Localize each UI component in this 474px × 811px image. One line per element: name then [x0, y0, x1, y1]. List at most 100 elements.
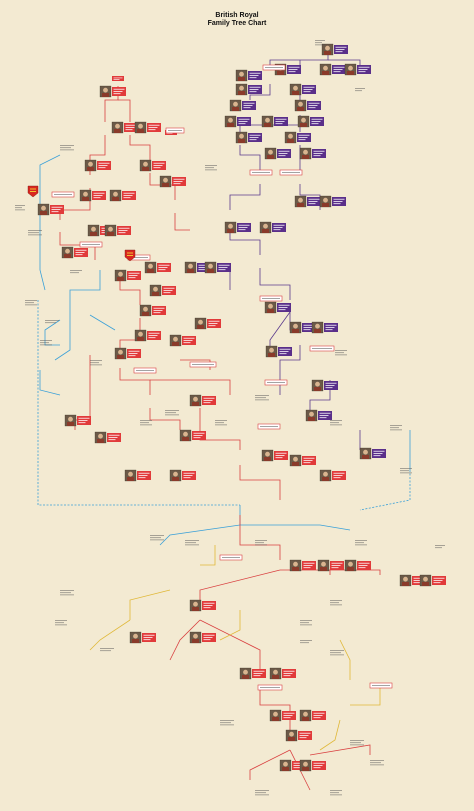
english-monarch-node[interactable] — [159, 175, 186, 188]
name-box[interactable] — [112, 76, 124, 81]
english-monarch-node[interactable] — [189, 599, 216, 612]
english-monarch-node[interactable] — [179, 429, 206, 442]
scottish-monarch-node[interactable] — [264, 301, 291, 314]
name-text-mark — [138, 475, 148, 476]
chart-title-line2: Family Tree Chart — [207, 20, 267, 27]
english-monarch-node[interactable] — [279, 759, 306, 772]
scottish-monarch-node[interactable] — [204, 261, 231, 274]
name-text-mark — [303, 562, 315, 564]
english-monarch-node[interactable] — [104, 224, 131, 237]
english-monarch-node[interactable] — [134, 121, 161, 134]
english-monarch-node[interactable] — [419, 574, 446, 587]
english-monarch-node[interactable] — [189, 394, 216, 407]
scottish-monarch-node[interactable] — [311, 321, 338, 334]
english-monarch-node[interactable] — [84, 159, 111, 172]
scottish-monarch-node[interactable] — [359, 447, 386, 460]
robe-icon — [300, 123, 307, 127]
english-monarch-node[interactable] — [399, 574, 426, 587]
english-monarch-node[interactable] — [319, 469, 346, 482]
face-icon — [423, 576, 428, 582]
scottish-monarch-node[interactable] — [224, 115, 251, 128]
english-monarch-node[interactable] — [139, 159, 166, 172]
english-monarch-node[interactable] — [37, 203, 64, 216]
english-monarch-node[interactable] — [144, 261, 171, 274]
scottish-monarch-node[interactable] — [294, 99, 321, 112]
lineage-line — [119, 318, 141, 355]
name-text-mark — [313, 153, 323, 154]
scottish-monarch-node[interactable] — [235, 69, 262, 82]
scottish-monarch-node[interactable] — [319, 63, 346, 76]
english-monarch-node[interactable] — [64, 414, 91, 427]
scottish-monarch-node[interactable] — [289, 321, 316, 334]
scottish-monarch-node[interactable] — [305, 409, 332, 422]
english-monarch-node[interactable] — [139, 304, 166, 317]
english-monarch-node[interactable] — [169, 469, 196, 482]
name-text-mark — [153, 167, 161, 169]
scottish-monarch-node[interactable] — [261, 115, 288, 128]
english-monarch-node[interactable] — [344, 559, 371, 572]
scottish-monarch-node[interactable] — [299, 147, 326, 160]
name-text-mark — [193, 437, 201, 439]
face-icon — [115, 123, 120, 129]
annotation-text-mark — [220, 722, 231, 724]
english-monarch-node[interactable] — [111, 121, 138, 134]
scottish-monarch-node[interactable] — [224, 221, 251, 234]
annotation-text-mark — [40, 340, 52, 341]
english-monarch-node[interactable] — [299, 759, 326, 772]
english-monarch-node[interactable] — [189, 631, 216, 644]
house-text-mark — [130, 257, 148, 258]
english-monarch-node[interactable] — [239, 667, 266, 680]
scottish-monarch-node[interactable] — [321, 43, 348, 56]
english-monarch-node[interactable] — [134, 329, 161, 342]
name-text-mark — [303, 89, 313, 90]
english-monarch-node[interactable] — [261, 449, 288, 462]
name-text-mark — [311, 121, 321, 122]
scottish-monarch-node[interactable] — [265, 345, 292, 358]
robe-icon — [152, 292, 159, 296]
scottish-monarch-node[interactable] — [319, 195, 346, 208]
english-monarch-node[interactable] — [114, 269, 141, 282]
english-monarch-node[interactable] — [317, 559, 344, 572]
scottish-monarch-node[interactable] — [264, 147, 291, 160]
english-monarch-node[interactable] — [109, 189, 136, 202]
scottish-monarch-node[interactable] — [235, 131, 262, 144]
english-monarch-node[interactable] — [61, 246, 88, 259]
scottish-monarch-node[interactable] — [284, 131, 311, 144]
english-monarch-node[interactable] — [269, 709, 296, 722]
english-monarch-node[interactable] — [169, 334, 196, 347]
name-text-mark — [299, 737, 307, 739]
english-monarch-node[interactable] — [289, 559, 316, 572]
english-monarch-node[interactable] — [94, 431, 121, 444]
english-monarch-node[interactable] — [129, 631, 156, 644]
scottish-monarch-node[interactable] — [297, 115, 324, 128]
english-monarch-node[interactable] — [289, 454, 316, 467]
english-monarch-node[interactable] — [114, 347, 141, 360]
scottish-monarch-node[interactable] — [289, 83, 316, 96]
english-monarch-node[interactable] — [269, 667, 296, 680]
face-icon — [128, 471, 133, 477]
english-monarch-node[interactable] — [149, 284, 176, 297]
scottish-monarch-node[interactable] — [344, 63, 371, 76]
english-monarch-node[interactable] — [124, 469, 151, 482]
english-monarch-node[interactable] — [99, 85, 126, 98]
scottish-monarch-node[interactable] — [235, 83, 262, 96]
name-text-mark — [243, 102, 255, 104]
annotation-text-mark — [100, 648, 114, 649]
english-monarch-node[interactable] — [299, 709, 326, 722]
english-monarch-node[interactable] — [194, 317, 221, 330]
name-text-mark — [333, 69, 343, 70]
robe-icon — [302, 717, 309, 721]
scottish-monarch-node[interactable] — [259, 221, 286, 234]
name-text-mark — [333, 203, 341, 205]
scottish-monarch-node[interactable] — [294, 195, 321, 208]
lineage-line — [239, 505, 351, 531]
annotation-text-mark — [185, 544, 199, 546]
house-text-mark — [82, 244, 100, 245]
english-monarch-node[interactable] — [79, 189, 106, 202]
english-monarch-node[interactable] — [285, 729, 312, 742]
name-text-mark — [325, 324, 337, 326]
scottish-monarch-node[interactable] — [311, 379, 338, 392]
scottish-monarch-node[interactable] — [184, 261, 211, 274]
name-text-mark — [311, 123, 319, 125]
scottish-monarch-node[interactable] — [229, 99, 256, 112]
